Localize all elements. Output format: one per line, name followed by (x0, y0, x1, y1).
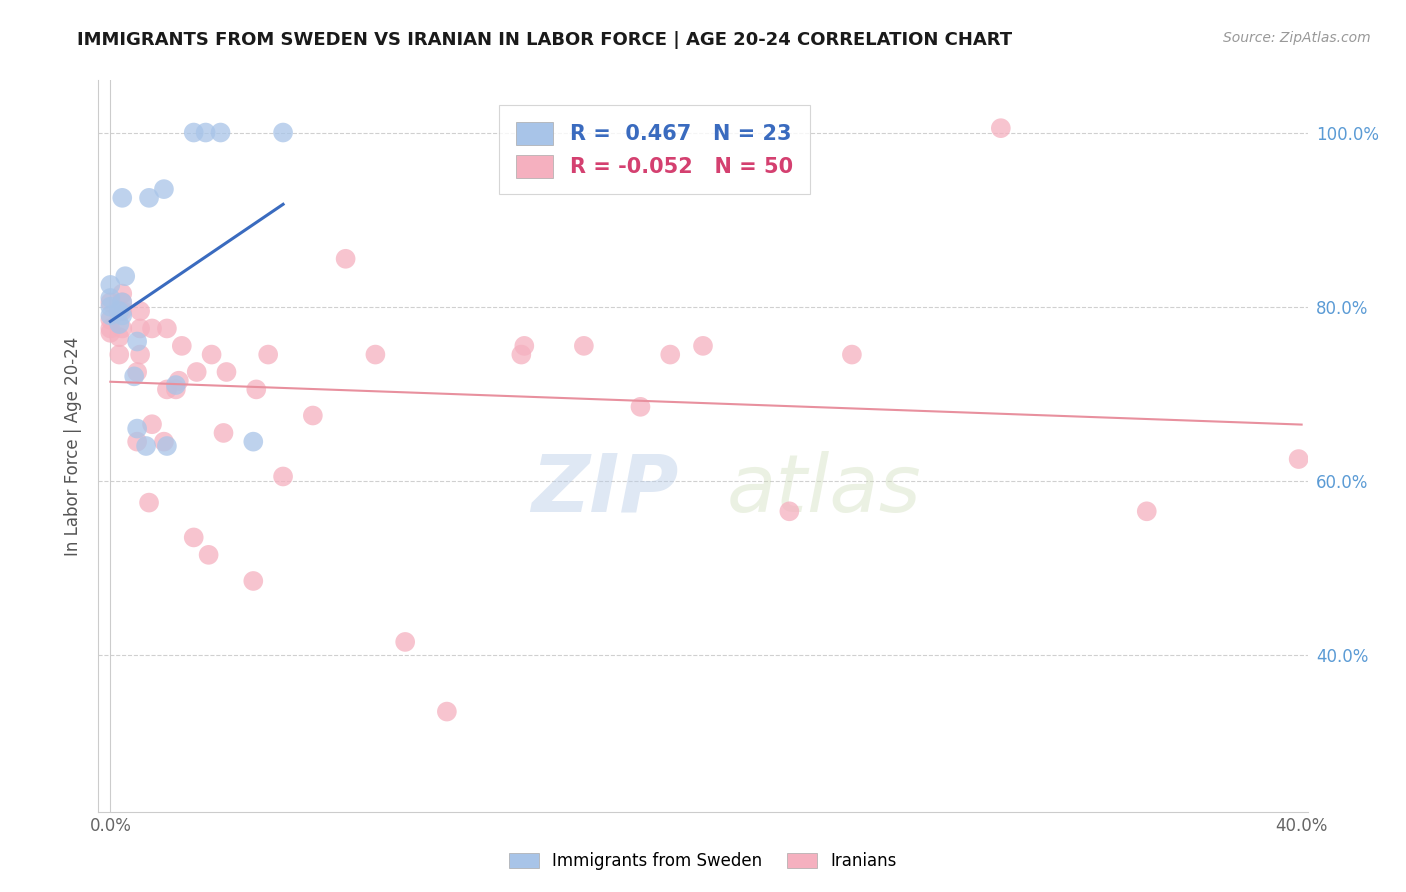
Point (153, 434, 176, 449)
Point (200, 347, 222, 362)
Point (156, 439, 179, 453)
Point (127, 421, 149, 435)
Point (108, 347, 131, 362)
Point (841, 347, 863, 362)
Point (630, 400, 652, 414)
Point (122, 369, 145, 384)
Point (1136, 504, 1159, 518)
Point (212, 425, 235, 440)
Point (108, 317, 131, 331)
Point (111, 295, 134, 310)
Point (778, 504, 800, 518)
Point (108, 330, 131, 344)
Legend: Immigrants from Sweden, Iranians: Immigrants from Sweden, Iranians (502, 846, 904, 877)
Text: Source: ZipAtlas.com: Source: ZipAtlas.com (1223, 31, 1371, 45)
Point (98, 295, 121, 310)
Point (98, 321, 121, 335)
Point (98, 291, 121, 305)
Point (209, 126, 232, 140)
Point (990, 121, 1012, 136)
Point (138, 191, 160, 205)
Point (513, 339, 536, 353)
Text: IMMIGRANTS FROM SWEDEN VS IRANIAN IN LABOR FORCE | AGE 20-24 CORRELATION CHART: IMMIGRANTS FROM SWEDEN VS IRANIAN IN LAB… (77, 31, 1012, 49)
Legend: R =  0.467   N = 23, R = -0.052   N = 50: R = 0.467 N = 23, R = -0.052 N = 50 (499, 105, 810, 194)
Point (659, 347, 682, 362)
Point (135, 439, 157, 453)
Point (510, 347, 533, 362)
Point (271, 469, 294, 483)
Point (183, 530, 205, 544)
Point (186, 365, 208, 379)
Point (364, 347, 387, 362)
Text: ZIP: ZIP (531, 450, 679, 529)
Point (215, 365, 238, 379)
Point (98, 277, 121, 292)
Point (111, 309, 134, 323)
Point (98, 300, 121, 314)
Point (183, 126, 205, 140)
Point (194, 126, 217, 140)
Point (127, 365, 149, 379)
Point (197, 548, 219, 562)
Point (170, 339, 193, 353)
Point (436, 705, 458, 719)
Point (153, 182, 176, 196)
Point (108, 304, 131, 318)
Point (98, 312, 121, 326)
Point (141, 417, 163, 432)
Point (129, 321, 152, 335)
Point (572, 339, 595, 353)
Point (129, 347, 152, 362)
Point (156, 321, 179, 335)
Point (129, 304, 152, 318)
Point (302, 409, 325, 423)
Point (111, 295, 134, 310)
Point (692, 339, 714, 353)
Point (111, 286, 134, 301)
Point (111, 321, 134, 335)
Point (156, 383, 179, 397)
Point (98, 326, 121, 340)
Point (394, 635, 416, 649)
Point (127, 334, 149, 349)
Point (111, 304, 134, 318)
Point (141, 321, 163, 335)
Point (242, 434, 264, 449)
Text: atlas: atlas (727, 450, 922, 529)
Point (111, 191, 134, 205)
Point (335, 252, 357, 266)
Point (271, 126, 294, 140)
Point (165, 383, 187, 397)
Point (138, 495, 160, 509)
Point (165, 378, 187, 392)
Point (127, 434, 149, 449)
Point (257, 347, 280, 362)
Point (98, 309, 121, 323)
Point (245, 383, 267, 397)
Point (1288, 452, 1310, 467)
Point (242, 574, 264, 588)
Point (114, 269, 136, 284)
Point (167, 374, 190, 388)
Y-axis label: In Labor Force | Age 20-24: In Labor Force | Age 20-24 (65, 336, 83, 556)
